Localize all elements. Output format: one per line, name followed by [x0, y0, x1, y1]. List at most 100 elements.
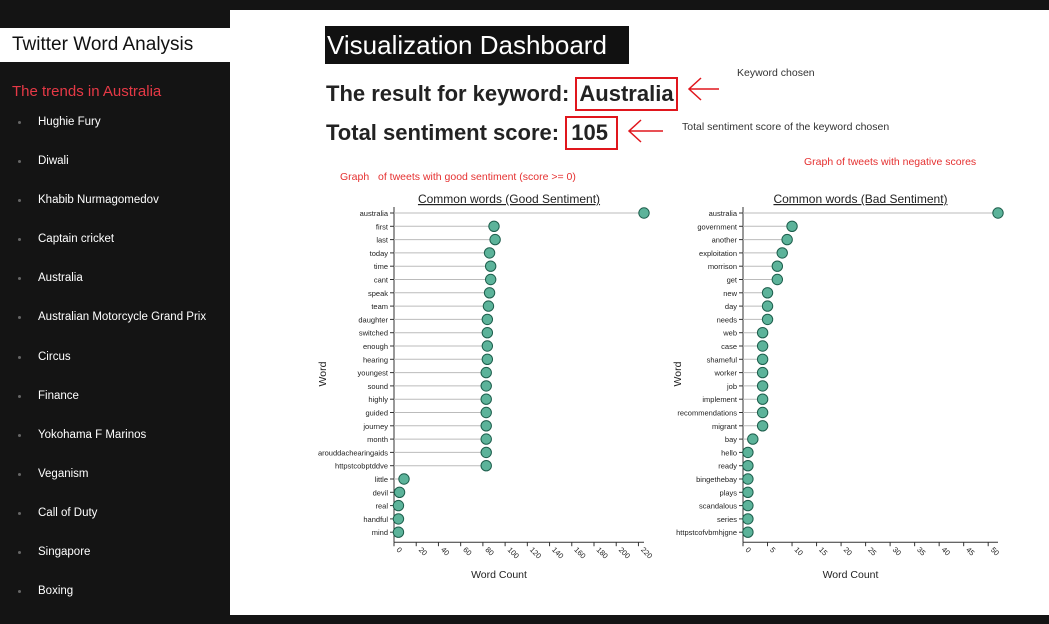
keyword-chosen-note: Keyword chosen [737, 67, 815, 79]
app-title: Twitter Word Analysis [0, 28, 230, 62]
x-tick-label: 5 [768, 545, 777, 554]
y-axis-label: Word [317, 361, 329, 386]
data-point [756, 340, 769, 352]
y-tick-label: morrison [708, 262, 737, 271]
y-tick-label: day [725, 302, 737, 311]
data-point [756, 327, 769, 339]
keyword-value: Australia [575, 77, 678, 111]
y-tick-label: little [375, 475, 388, 484]
x-tick-label: 0 [395, 545, 404, 554]
data-point [481, 327, 494, 339]
y-tick-label: sound [368, 382, 388, 391]
trend-label: Diwali [38, 155, 69, 168]
y-tick-label: shameful [707, 355, 738, 364]
data-point [483, 247, 496, 259]
data-point [776, 247, 788, 259]
x-tick-label: 80 [483, 545, 495, 557]
trend-label: Hughie Fury [38, 116, 101, 128]
trend-item[interactable]: Australia [0, 272, 230, 311]
data-point [480, 366, 492, 379]
window-top-bar [0, 0, 1049, 10]
x-tick-label: 20 [417, 545, 429, 557]
trend-item[interactable]: Boxing [0, 585, 230, 624]
bullet-icon [18, 160, 21, 164]
y-tick-label: speak [368, 289, 388, 298]
y-tick-label: implement [702, 395, 738, 404]
bullet-icon [18, 590, 21, 594]
y-tick-label: today [370, 249, 389, 258]
trend-item[interactable]: Singapore [0, 546, 230, 585]
x-tick-label: 100 [506, 545, 521, 560]
trend-label: Call of Duty [38, 506, 98, 519]
data-point [393, 486, 406, 498]
trend-item[interactable]: Yokohama F Marinos [0, 429, 230, 468]
bullet-icon [18, 511, 21, 515]
y-tick-label: new [723, 289, 737, 298]
y-tick-label: devil [373, 488, 389, 497]
y-tick-label: scandalous [699, 502, 737, 511]
x-tick-label: 200 [617, 545, 632, 560]
trend-item[interactable]: Finance [0, 390, 230, 429]
page-title: Visualization Dashboard [325, 26, 629, 64]
trend-item[interactable]: Diwali [0, 155, 230, 194]
y-tick-label: switched [359, 329, 388, 338]
y-tick-label: job [726, 382, 737, 391]
trend-label: Boxing [38, 585, 74, 598]
y-tick-label: australia [360, 209, 389, 218]
y-tick-label: team [371, 302, 388, 311]
trend-item[interactable]: Call of Duty [0, 507, 230, 546]
x-tick-label: 25 [866, 545, 878, 557]
score-prefix: Total sentiment score: [326, 120, 560, 145]
y-tick-label: government [697, 222, 738, 231]
y-tick-label: handful [363, 515, 388, 524]
y-tick-label: arouddachearingaids [318, 448, 388, 457]
data-point [480, 406, 492, 419]
trends-heading: The trends in Australia [12, 83, 162, 100]
data-point [488, 220, 500, 232]
data-point [756, 393, 769, 405]
x-tick-label: 30 [891, 545, 903, 557]
trend-item[interactable]: Australian Motorcycle Grand Prix [0, 311, 230, 350]
score-note: Total sentiment score of the keyword cho… [682, 121, 890, 133]
x-axis-label: Word Count [471, 569, 527, 581]
y-axis-label: Word [672, 361, 684, 386]
data-point [742, 499, 754, 512]
x-tick-label: 220 [639, 545, 654, 560]
data-point [771, 273, 784, 286]
trend-item[interactable]: Khabib Nurmagomedov [0, 194, 230, 233]
x-tick-label: 20 [842, 545, 854, 557]
main-panel: Visualization Dashboard The result for k… [230, 10, 1049, 615]
y-tick-label: worker [713, 369, 737, 378]
x-tick-label: 60 [461, 545, 473, 557]
data-point [392, 526, 405, 538]
arrow-left-icon [627, 119, 663, 143]
trend-item[interactable]: Veganism [0, 468, 230, 507]
y-tick-label: first [376, 222, 389, 231]
data-point [638, 207, 650, 219]
data-point [482, 300, 495, 312]
trend-item[interactable]: Captain cricket [0, 233, 230, 272]
y-tick-label: enough [363, 342, 388, 351]
data-point [761, 313, 774, 326]
data-point [761, 287, 774, 299]
trend-item[interactable]: Hughie Fury [0, 116, 230, 155]
y-tick-label: case [721, 342, 737, 351]
y-tick-label: month [367, 435, 388, 444]
data-point [756, 406, 769, 419]
y-tick-label: migrant [712, 422, 738, 431]
y-tick-label: guided [365, 409, 388, 418]
trend-label: Khabib Nurmagomedov [38, 194, 159, 207]
bullet-icon [18, 551, 21, 555]
y-tick-label: plays [719, 488, 737, 497]
trend-label: Veganism [38, 467, 89, 480]
data-point [761, 300, 774, 312]
y-tick-label: highly [368, 395, 388, 404]
data-point [992, 207, 1004, 219]
data-point [481, 353, 494, 366]
trend-list: Hughie Fury Diwali Khabib Nurmagomedov Capt… [0, 116, 230, 624]
data-point [756, 380, 769, 392]
y-tick-label: bay [725, 435, 737, 444]
x-tick-label: 160 [572, 545, 587, 560]
y-tick-label: recommendations [677, 409, 737, 418]
trend-item[interactable]: Circus [0, 351, 230, 390]
